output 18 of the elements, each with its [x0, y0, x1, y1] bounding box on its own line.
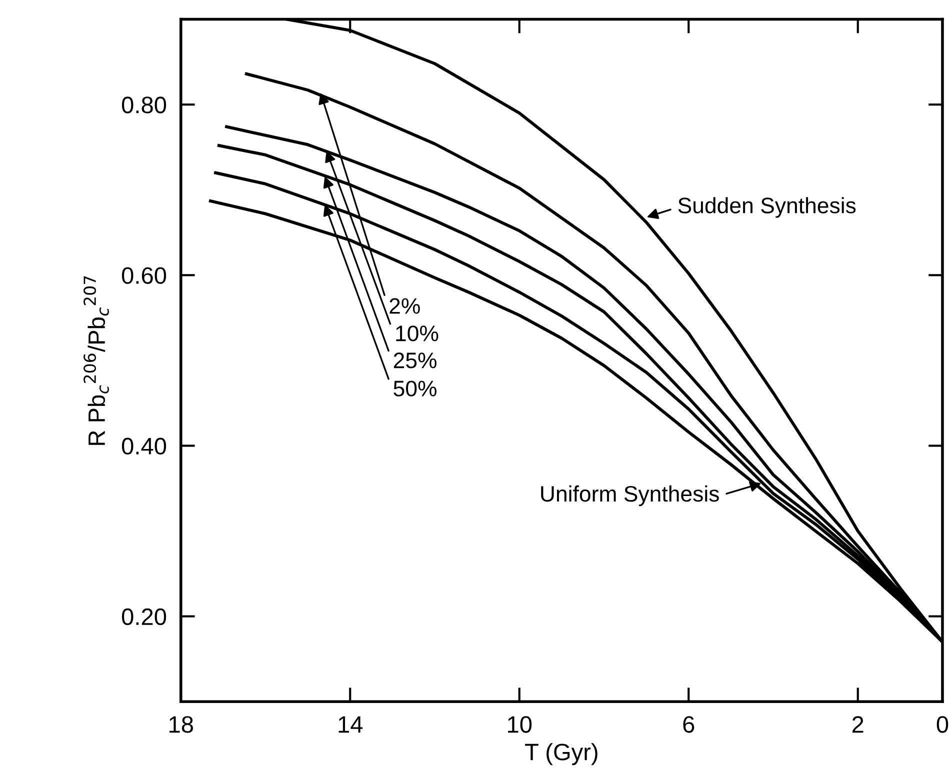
- x-tick-label: 6: [683, 716, 694, 733]
- y-tick-label: 0.40: [122, 438, 166, 455]
- y-tick-label: 0.20: [122, 608, 166, 626]
- x-tick-label: 18: [170, 716, 193, 733]
- annotation: 50%: [394, 380, 436, 396]
- x-tick-label: 2: [852, 716, 864, 733]
- annotation: Uniform Synthesis: [541, 485, 719, 506]
- y-axis-title: R Pb$_{c}$$^{206}$/Pb$_{c}$$^{207}$: [84, 276, 109, 445]
- y-tick-label: 0.80: [122, 96, 166, 114]
- x-axis-title: T (Gyr): [525, 743, 598, 766]
- annotation: Sudden Synthesis: [678, 197, 856, 218]
- x-tick-label: 10: [508, 716, 532, 733]
- x-tick-label: 14: [338, 716, 363, 733]
- annotation: 2%: [390, 298, 420, 314]
- annotation: 10%: [396, 326, 438, 342]
- annotation: 25%: [394, 352, 436, 368]
- x-tick-label: 0: [936, 716, 948, 733]
- y-tick-label: 0.60: [122, 267, 166, 284]
